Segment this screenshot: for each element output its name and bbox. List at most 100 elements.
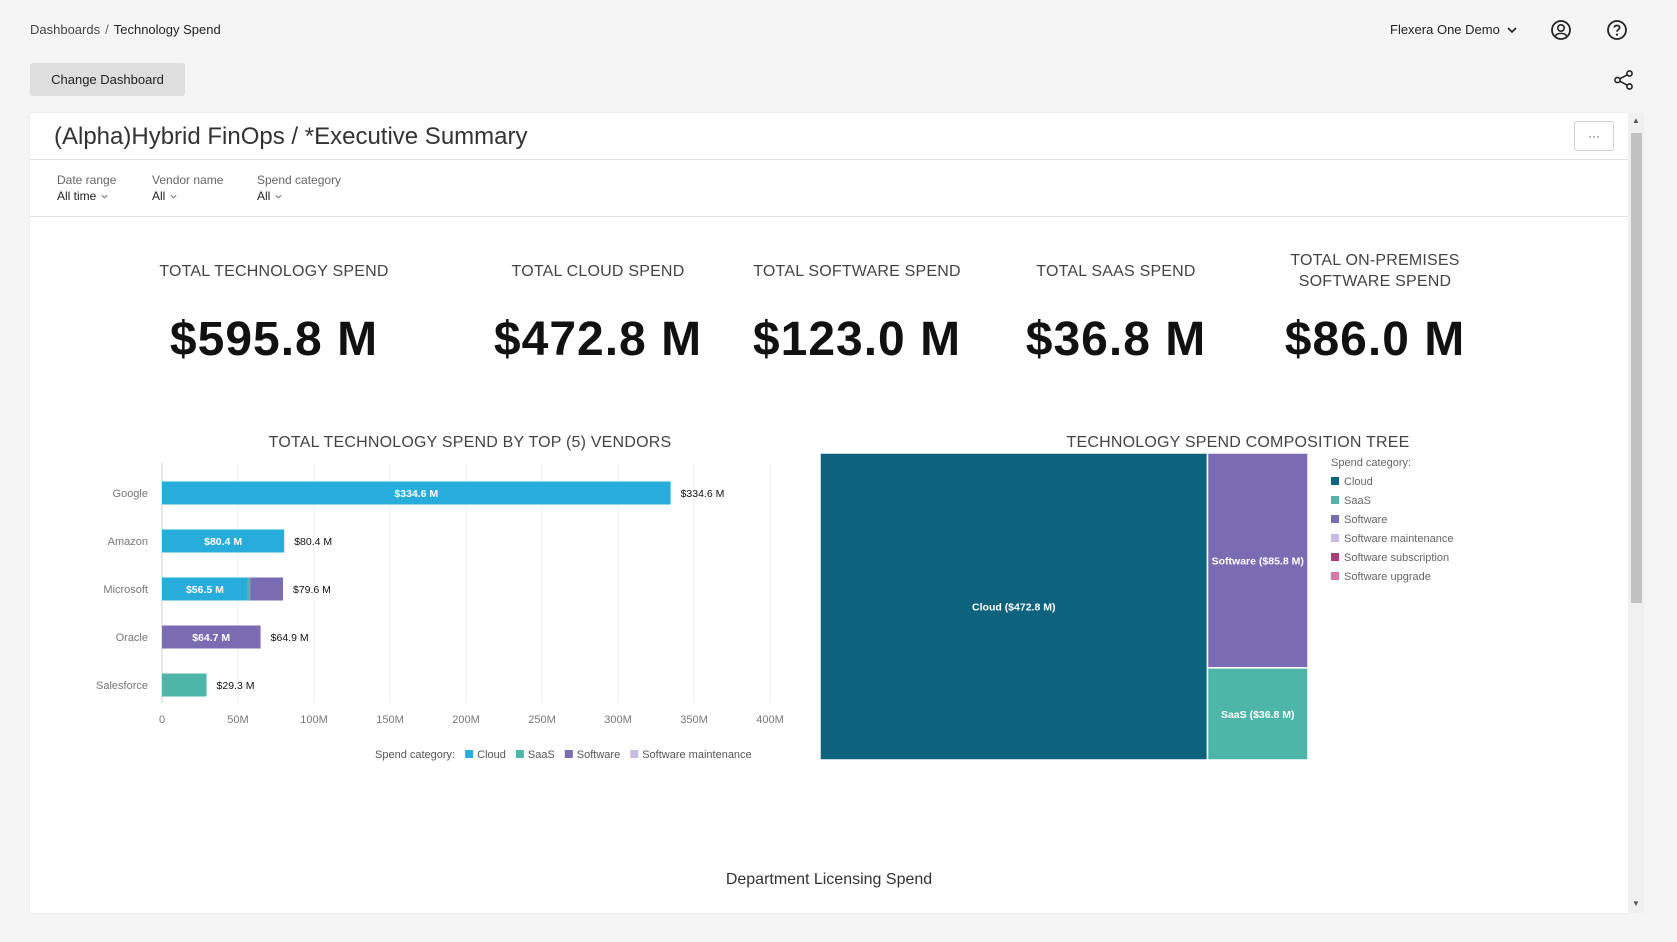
divider	[30, 159, 1628, 160]
kpi-value: $472.8 M	[493, 313, 703, 366]
legend-item-saas[interactable]: SaaS	[528, 749, 555, 761]
scrollbar-thumb[interactable]	[1631, 133, 1642, 603]
treemap-legend-item-software-subscription[interactable]: Software subscription	[1344, 552, 1449, 564]
scroll-up-arrow-icon[interactable]: ▲	[1632, 116, 1640, 125]
y-category-label: Amazon	[108, 536, 148, 548]
x-tick-label: 350M	[680, 714, 708, 726]
kpi-value: $86.0 M	[1284, 313, 1466, 366]
kpi-title: TOTAL TECHNOLOGY SPEND	[159, 262, 389, 280]
kpi-title: TOTAL SOFTWARE SPEND	[753, 262, 961, 280]
department-licensing-spend-title: Department Licensing Spend	[725, 871, 933, 888]
bar-google-cloud[interactable]	[162, 481, 671, 505]
change-dashboard-button[interactable]: Change Dashboard	[30, 63, 185, 96]
share-icon[interactable]	[1612, 68, 1636, 92]
x-tick-label: 200M	[452, 714, 480, 726]
dashboard-title: (Alpha)Hybrid FinOps / *Executive Summar…	[54, 123, 528, 150]
y-category-label: Oracle	[116, 632, 148, 644]
kpi-title: TOTAL ON-PREMISES SOFTWARE SPEND	[1290, 252, 1460, 290]
x-tick-label: 100M	[300, 714, 328, 726]
legend-swatch-cloud	[465, 750, 474, 758]
legend-swatch-software-subscription	[1331, 553, 1339, 561]
bar-inner-label: $80.4 M	[204, 536, 242, 548]
legend-title: Spend category:	[375, 749, 455, 761]
bar-salesforce-saas[interactable]	[162, 673, 207, 697]
treemap-legend-item-saas[interactable]: SaaS	[1344, 495, 1371, 507]
x-tick-label: 0	[159, 714, 165, 726]
legend-item-cloud[interactable]: Cloud	[477, 749, 506, 761]
legend-swatch-saas	[1331, 496, 1339, 504]
dashboard-panel: (Alpha)Hybrid FinOps / *Executive Summar…	[30, 113, 1628, 913]
x-tick-label: 400M	[756, 714, 784, 726]
legend-item-software[interactable]: Software	[577, 749, 620, 761]
kpi-total-technology-spend: TOTAL TECHNOLOGY SPEND $595.8 M	[144, 250, 404, 367]
breadcrumb: Dashboards / Technology Spend	[30, 22, 221, 37]
x-tick-label: 50M	[227, 714, 248, 726]
filter-value: All	[152, 189, 166, 203]
legend-swatch-software-maintenance	[1331, 534, 1339, 542]
treemap-legend-item-software-upgrade[interactable]: Software upgrade	[1344, 571, 1431, 583]
treemap-cell-saas[interactable]	[1206, 667, 1309, 761]
chevron-down-icon	[1507, 26, 1517, 33]
chevron-down-icon	[101, 194, 108, 199]
treemap-title: TECHNOLOGY SPEND COMPOSITION TREE	[1066, 434, 1410, 451]
x-tick-label: 150M	[376, 714, 404, 726]
kpi-value: $595.8 M	[169, 313, 379, 366]
treemap-cell-software[interactable]	[1206, 452, 1309, 669]
chevron-down-icon	[170, 194, 177, 199]
bar-oracle-software-maintenance[interactable]	[260, 625, 262, 649]
treemap-chart: Cloud ($472.8 M) Software ($85.8 M) SaaS (…	[819, 452, 1453, 761]
bar-oracle-software[interactable]	[162, 625, 261, 649]
kpi-title: TOTAL SAAS SPEND	[1036, 262, 1196, 280]
scroll-down-arrow-icon[interactable]: ▼	[1632, 899, 1640, 908]
org-name: Flexera One Demo	[1390, 22, 1500, 37]
legend-swatch-software	[1331, 515, 1339, 523]
top-bar: Dashboards / Technology Spend Flexera One …	[0, 0, 1677, 60]
bar-microsoft-saas[interactable]	[247, 577, 251, 601]
treemap-legend-item-software-maintenance[interactable]: Software maintenance	[1344, 533, 1453, 545]
kpi-total-software-spend: TOTAL SOFTWARE SPEND $123.0 M	[727, 250, 987, 367]
bar-total-label: $80.4 M	[294, 536, 332, 548]
x-tick-label: 250M	[528, 714, 556, 726]
bar-microsoft-software[interactable]	[250, 577, 283, 601]
y-category-label: Microsoft	[103, 584, 148, 596]
y-category-label: Google	[113, 488, 148, 500]
vertical-scrollbar[interactable]: ▲ ▼	[1628, 113, 1644, 913]
filter-label: Date range	[57, 173, 117, 187]
filter-label: Vendor name	[152, 173, 224, 187]
org-selector[interactable]: Flexera One Demo	[1390, 22, 1518, 37]
breadcrumb-current: Technology Spend	[113, 22, 221, 37]
kpi-total-saas-spend: TOTAL SAAS SPEND $36.8 M	[986, 250, 1246, 367]
legend-swatch-saas	[515, 750, 524, 758]
y-category-label: Salesforce	[96, 680, 148, 692]
breadcrumb-dashboards-link[interactable]: Dashboards	[30, 22, 101, 37]
legend-item-software-maintenance[interactable]: Software maintenance	[642, 749, 751, 761]
filter-date-range[interactable]: Date range All time	[57, 173, 116, 203]
kpi-value: $123.0 M	[752, 313, 962, 366]
vendor-bar-chart: 0 50M 100M 150M 200M 250M 300M 350M 400M Google $3…	[96, 463, 784, 761]
treemap-cell-label: Software ($85.8 M)	[1212, 555, 1304, 567]
dashboard-menu-button[interactable]: ···	[1574, 121, 1614, 151]
kpi-value: $36.8 M	[1025, 313, 1207, 366]
filter-vendor-name[interactable]: Vendor name All	[152, 173, 223, 203]
kpi-total-cloud-spend: TOTAL CLOUD SPEND $472.8 M	[468, 250, 728, 367]
vendor-chart-title: TOTAL TECHNOLOGY SPEND BY TOP (5) VENDOR…	[268, 434, 672, 451]
treemap-cell-cloud[interactable]	[819, 452, 1209, 761]
breadcrumb-separator: /	[105, 22, 109, 37]
filter-spend-category[interactable]: Spend category All	[257, 173, 341, 203]
x-tick-label: 300M	[604, 714, 632, 726]
bar-microsoft-cloud[interactable]	[162, 577, 248, 601]
treemap-cell-label: SaaS ($36.8 M)	[1221, 709, 1295, 721]
bar-inner-label: $334.6 M	[394, 488, 438, 500]
treemap-legend-item-software[interactable]: Software	[1344, 514, 1387, 526]
help-icon[interactable]	[1605, 18, 1629, 42]
bar-total-label: $64.9 M	[271, 632, 309, 644]
bar-amazon-cloud[interactable]	[162, 529, 285, 553]
treemap-legend-item-cloud[interactable]: Cloud	[1344, 476, 1373, 488]
chevron-down-icon	[275, 194, 282, 199]
user-account-icon[interactable]	[1549, 18, 1573, 42]
treemap-cell-label: Cloud ($472.8 M)	[972, 602, 1055, 614]
bar-total-label: $79.6 M	[293, 584, 331, 596]
kpi-total-on-premises-software-spend: TOTAL ON-PREMISES SOFTWARE SPEND $86.0 M	[1245, 250, 1505, 367]
filter-value: All	[257, 189, 271, 203]
filter-value: All time	[57, 189, 97, 203]
